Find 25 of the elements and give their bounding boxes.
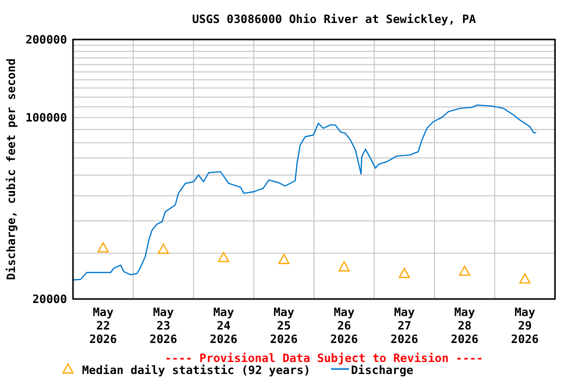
point	[398, 268, 410, 278]
point	[338, 261, 350, 272]
point	[278, 254, 290, 264]
x-tick-label: May 27 2026	[390, 305, 418, 346]
x-tick-label: May 23 2026	[150, 305, 178, 346]
y-tick-label: 100000	[25, 110, 68, 125]
x-tick-label: May 28 2026	[450, 305, 479, 346]
x-tick-label: May 22 2026	[89, 305, 118, 346]
x-tick-label: May 29 2026	[511, 305, 539, 346]
point	[158, 244, 169, 254]
y-axis-title: Discharge, cubic feet per second	[4, 58, 18, 280]
point	[459, 266, 470, 276]
x-tick-label: May 26 2026	[330, 305, 358, 346]
legend-label: Discharge	[351, 363, 414, 377]
x-tick-label: May 24 2026	[210, 305, 238, 346]
text: ---- Provisional Data Subject to Revision ----	[164, 351, 484, 365]
point	[218, 252, 230, 262]
y-tick-label: 200000	[25, 32, 68, 46]
point	[519, 273, 530, 284]
y-tick-label: 20000	[32, 292, 68, 306]
x-tick-label: May 25 2026	[270, 305, 298, 346]
line-series	[73, 104, 537, 280]
legend-label: Median daily statistic (92 years)	[82, 363, 310, 377]
point	[98, 242, 109, 252]
chart-title: USGS 03086000 Ohio River at Sewickley, PA	[192, 12, 476, 26]
